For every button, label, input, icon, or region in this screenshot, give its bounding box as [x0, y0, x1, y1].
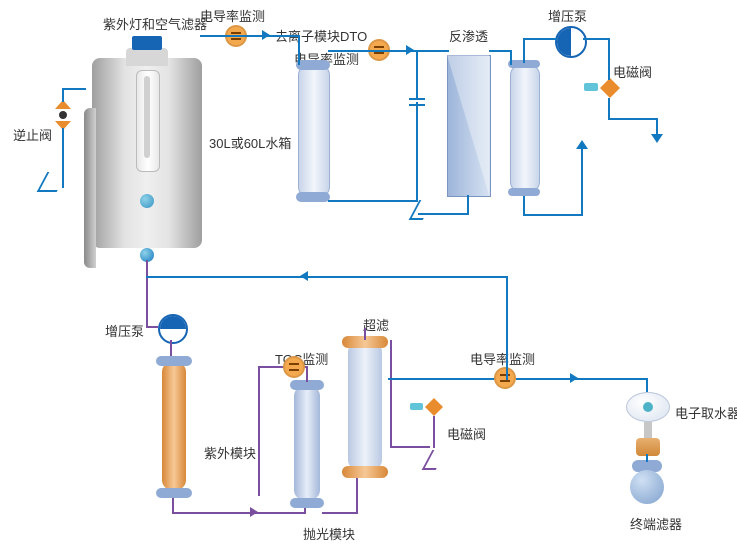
- uv-module: [162, 362, 186, 490]
- label-final-filter: 终端滤器: [630, 514, 682, 533]
- label-uv-module: 紫外模块: [204, 443, 256, 462]
- water-system-diagram: 紫外灯和空气滤器 电导率监测 去离子模块DTO 电导率监测 反渗透 增压泵 电磁…: [0, 0, 737, 558]
- label-solenoid2: 电磁阀: [447, 424, 486, 443]
- di-module: [298, 65, 330, 197]
- toc-monitor: [283, 356, 305, 378]
- dispenser: [626, 392, 670, 456]
- solenoid-valve-2: [425, 398, 443, 416]
- conductivity-monitor-3: [494, 367, 516, 389]
- uf-module: [348, 342, 382, 470]
- check-valve: [55, 100, 71, 130]
- solenoid-valve-1: [600, 78, 620, 98]
- final-filter: [632, 460, 662, 504]
- label-dispenser: 电子取水器: [675, 403, 737, 422]
- label-cond1: 电导率监测: [200, 6, 265, 25]
- label-check-valve: 逆止阀: [13, 125, 52, 144]
- booster-pump-2: [158, 314, 188, 344]
- label-uv-air: 紫外灯和空气滤器: [103, 14, 207, 33]
- label-cond3: 电导率监测: [470, 349, 535, 368]
- polish-module: [294, 386, 320, 500]
- label-uf: 超滤: [363, 315, 389, 334]
- label-boost2: 增压泵: [105, 321, 144, 340]
- ro-column: [510, 65, 540, 192]
- label-tank: 30L或60L水箱: [209, 133, 291, 152]
- label-polish: 抛光模块: [303, 524, 355, 543]
- booster-pump-1: [555, 26, 587, 58]
- label-boost1: 增压泵: [548, 6, 587, 25]
- label-ro: 反渗透: [449, 26, 488, 45]
